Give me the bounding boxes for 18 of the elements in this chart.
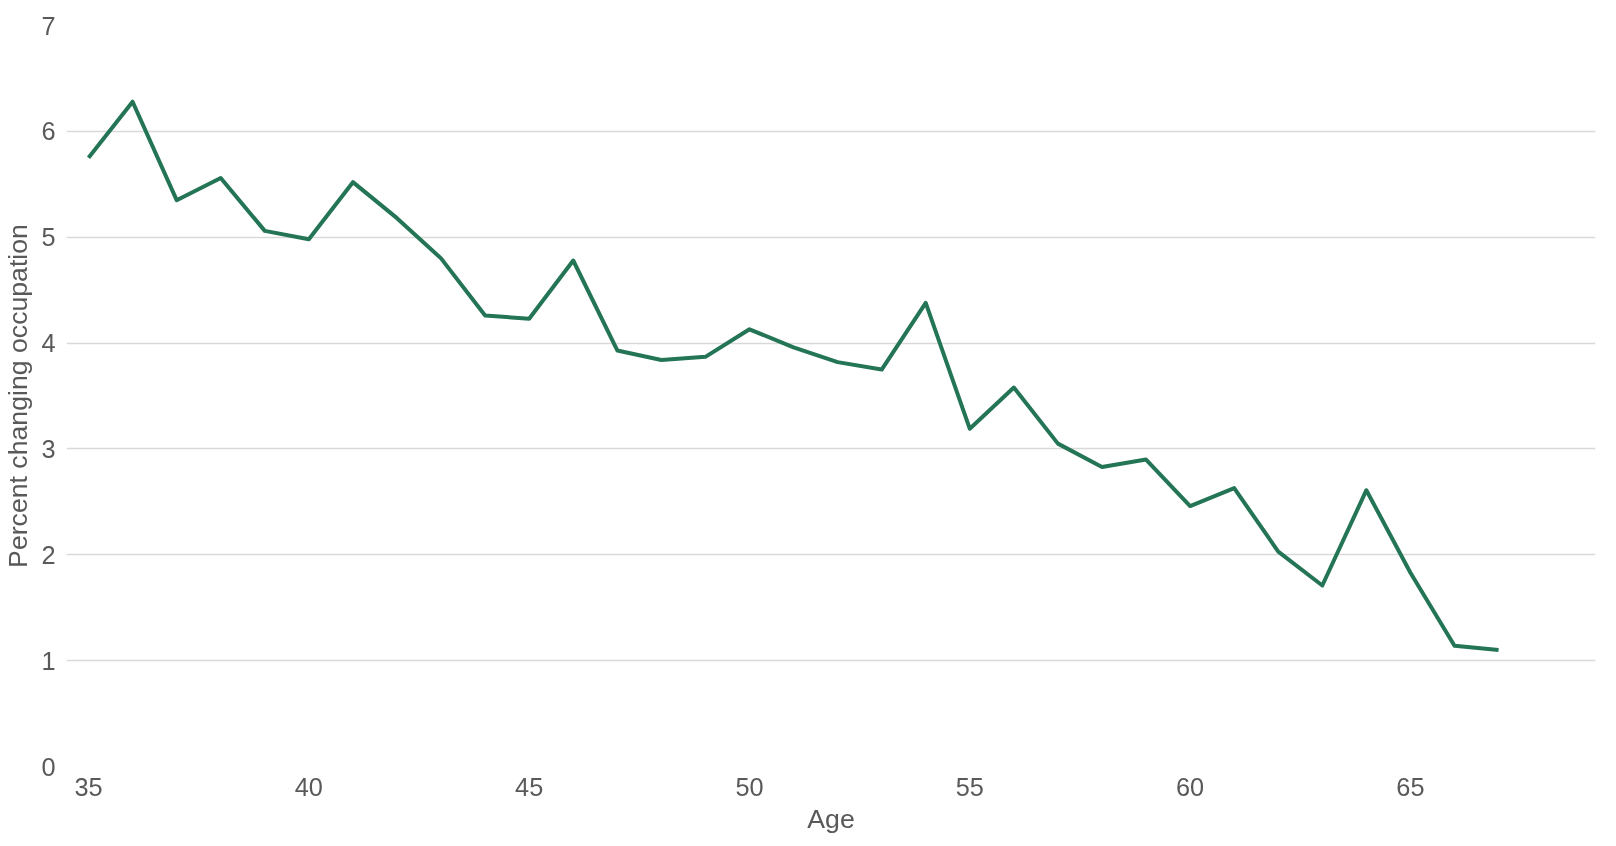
x-tick-label: 45	[515, 772, 544, 801]
x-tick-label: 50	[735, 772, 764, 801]
x-tick-label: 40	[294, 772, 323, 801]
x-tick-label: 35	[74, 772, 103, 801]
y-tick-label: 4	[41, 329, 56, 358]
line-series	[86, 99, 1501, 653]
y-axis-title: Percent changing occupation	[3, 224, 34, 568]
y-tick-label: 5	[41, 223, 56, 252]
y-tick-label: 3	[41, 434, 56, 463]
y-tick-label: 6	[41, 117, 56, 146]
y-tick-label: 7	[41, 11, 56, 40]
x-axis-title: Age	[807, 803, 855, 834]
x-tick-label: 65	[1396, 772, 1425, 801]
x-tick-label: 55	[955, 772, 984, 801]
y-tick-label: 0	[41, 752, 56, 781]
y-tick-label: 1	[41, 646, 56, 675]
x-tick-label: 60	[1176, 772, 1205, 801]
y-tick-label: 2	[41, 540, 56, 569]
